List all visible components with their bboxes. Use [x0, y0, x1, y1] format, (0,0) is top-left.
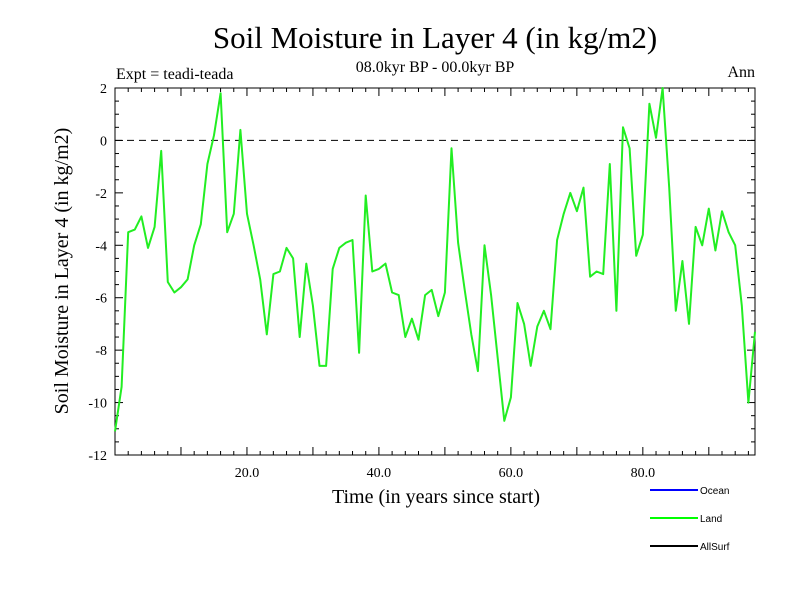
chart-title: Soil Moisture in Layer 4 (in kg/m2)	[213, 20, 657, 55]
axes: -12 -10 -8 -6 -4 -2 0 2 20.0 40.0 60.0 80.0	[88, 82, 756, 481]
x-tick-label: 80.0	[631, 466, 656, 481]
y-tick-label: -8	[95, 344, 107, 359]
y-tick-label: -6	[95, 292, 107, 307]
legend: Ocean Land AllSurf	[650, 486, 730, 553]
legend-label-allsurf: AllSurf	[700, 542, 730, 553]
y-tick-label: 0	[100, 134, 107, 149]
experiment-label: Expt = teadi-teada	[116, 66, 233, 83]
series-group	[114, 87, 756, 432]
x-tick-label: 20.0	[235, 466, 260, 481]
season-label: Ann	[727, 64, 755, 81]
y-tick-label: -4	[95, 239, 107, 254]
legend-label-land: Land	[700, 514, 722, 525]
plot-frame	[114, 87, 756, 456]
chart-subtitle: 08.0kyr BP - 00.0kyr BP	[356, 59, 515, 76]
y-axis-label: Soil Moisture in Layer 4 (in kg/m2)	[51, 128, 73, 415]
y-tick-label: 2	[100, 82, 107, 97]
y-tick-label: -2	[95, 187, 107, 202]
y-tick-label: -12	[88, 449, 107, 464]
series-line-land	[114, 87, 756, 432]
legend-label-ocean: Ocean	[700, 486, 729, 497]
y-tick-label: -10	[88, 397, 107, 412]
x-axis-label: Time (in years since start)	[332, 486, 540, 508]
x-tick-label: 40.0	[367, 466, 392, 481]
x-tick-label: 60.0	[499, 466, 524, 481]
